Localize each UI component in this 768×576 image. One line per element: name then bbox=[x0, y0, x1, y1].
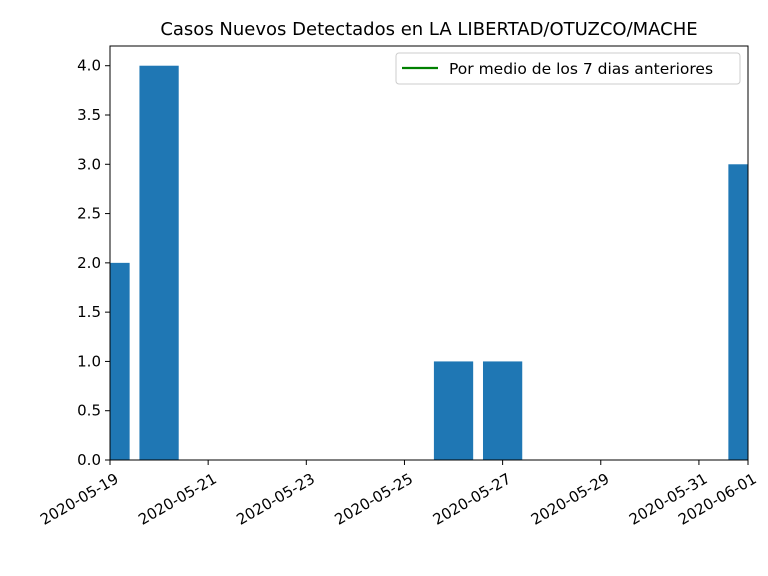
legend-box bbox=[395, 52, 741, 85]
y-tick-label: 1.0 bbox=[77, 352, 101, 370]
y-tick-label: 1.5 bbox=[77, 303, 101, 321]
y-tick-label: 3.0 bbox=[77, 155, 101, 173]
plot-frame bbox=[109, 45, 749, 461]
legend: Por medio de los 7 dias anteriores bbox=[395, 52, 741, 85]
legend-label: Por medio de los 7 dias anteriores bbox=[449, 60, 713, 78]
y-tick-label: 0.0 bbox=[77, 451, 101, 469]
y-tick-label: 4.0 bbox=[77, 57, 101, 75]
bar-2020-05-27 bbox=[482, 361, 523, 460]
bar-2020-05-20 bbox=[139, 65, 179, 460]
y-axis: 0.0 0.5 1.0 1.5 2.0 2.5 3.0 3.5 4.0 bbox=[77, 57, 110, 469]
bars-group bbox=[110, 65, 748, 460]
y-tick-label: 0.5 bbox=[77, 402, 101, 420]
bar-2020-06-01 bbox=[728, 164, 748, 460]
y-tick-label: 2.0 bbox=[77, 254, 101, 272]
bar-2020-05-19 bbox=[110, 262, 130, 460]
y-tick-label: 3.5 bbox=[77, 106, 101, 124]
chart-title: Casos Nuevos Detectados en LA LIBERTAD/O… bbox=[160, 19, 697, 40]
bar-2020-05-26 bbox=[433, 361, 474, 460]
y-tick-label: 2.5 bbox=[77, 205, 101, 223]
